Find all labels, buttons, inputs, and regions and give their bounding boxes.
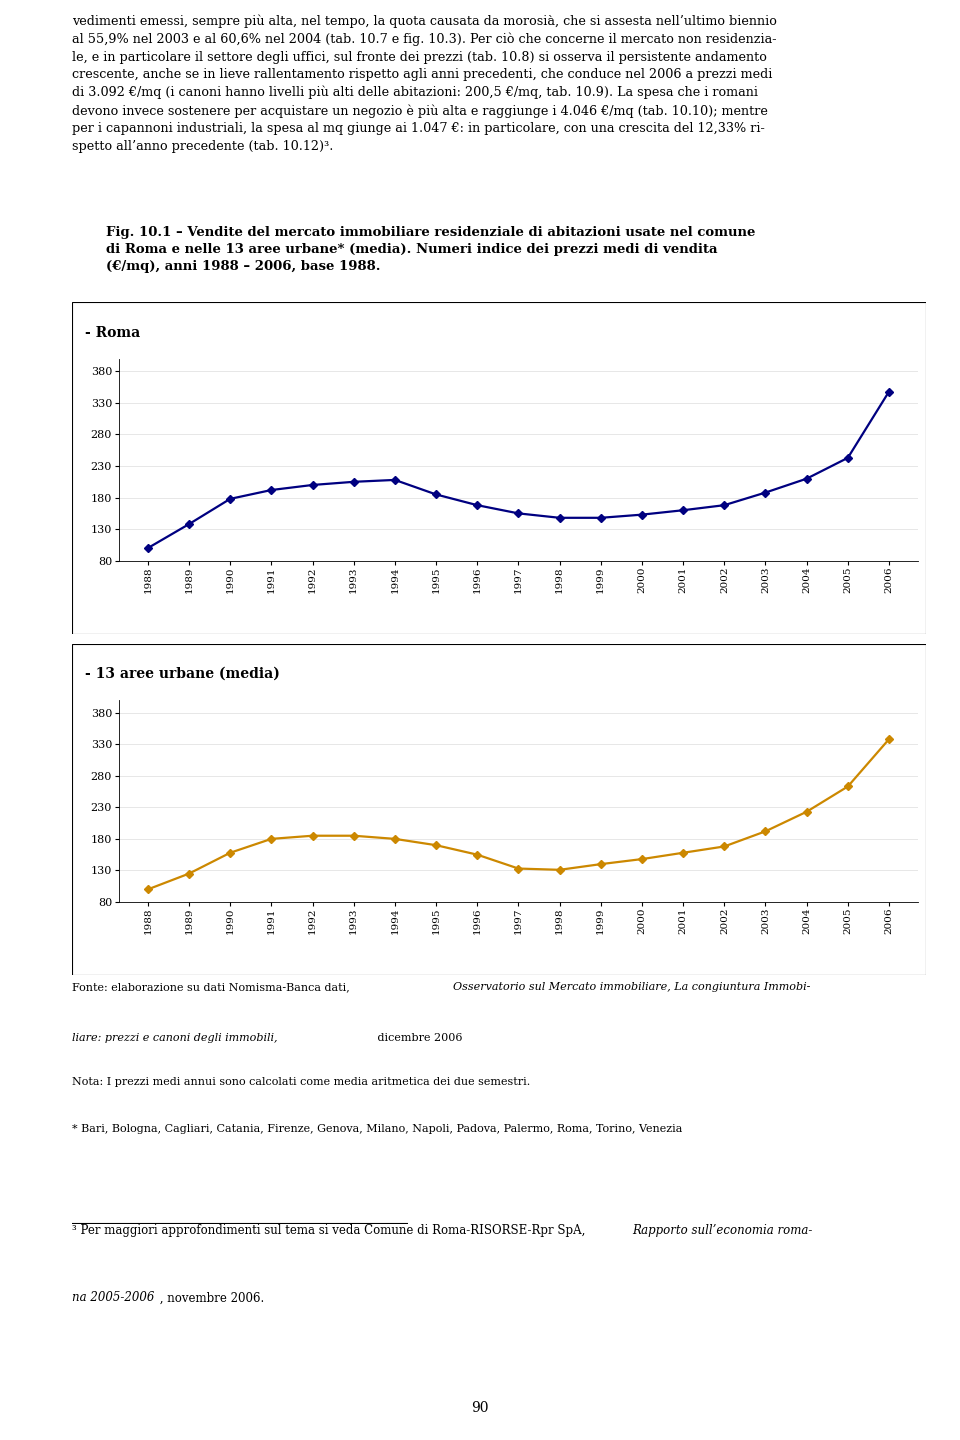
- Text: dicembre 2006: dicembre 2006: [374, 1032, 463, 1043]
- Text: na 2005-2006: na 2005-2006: [72, 1292, 155, 1305]
- Text: Nota: I prezzi medi annui sono calcolati come media aritmetica dei due semestri.: Nota: I prezzi medi annui sono calcolati…: [72, 1077, 530, 1087]
- Text: , novembre 2006.: , novembre 2006.: [156, 1292, 264, 1305]
- Text: - 13 aree urbane (media): - 13 aree urbane (media): [84, 667, 279, 681]
- Text: vedimenti emessi, sempre più alta, nel tempo, la quota causata da morosià, che s: vedimenti emessi, sempre più alta, nel t…: [72, 14, 777, 153]
- Text: 90: 90: [471, 1401, 489, 1414]
- Text: ³ Per maggiori approfondimenti sul tema si veda Comune di Roma-RISORSE-Rpr SpA,: ³ Per maggiori approfondimenti sul tema …: [72, 1224, 589, 1237]
- Text: * Bari, Bologna, Cagliari, Catania, Firenze, Genova, Milano, Napoli, Padova, Pal: * Bari, Bologna, Cagliari, Catania, Fire…: [72, 1125, 683, 1135]
- Text: Fig. 10.1 – Vendite del mercato immobiliare residenziale di abitazioni usate nel: Fig. 10.1 – Vendite del mercato immobili…: [107, 226, 756, 274]
- Text: Fonte: elaborazione su dati Nomisma-Banca dati,: Fonte: elaborazione su dati Nomisma-Banc…: [72, 982, 353, 992]
- Text: Rapporto sull’economia roma-: Rapporto sull’economia roma-: [633, 1224, 813, 1237]
- Text: - Roma: - Roma: [84, 325, 140, 340]
- Text: liare: prezzi e canoni degli immobili,: liare: prezzi e canoni degli immobili,: [72, 1032, 277, 1043]
- Text: Osservatorio sul Mercato immobiliare, La congiuntura Immobi-: Osservatorio sul Mercato immobiliare, La…: [453, 982, 811, 992]
